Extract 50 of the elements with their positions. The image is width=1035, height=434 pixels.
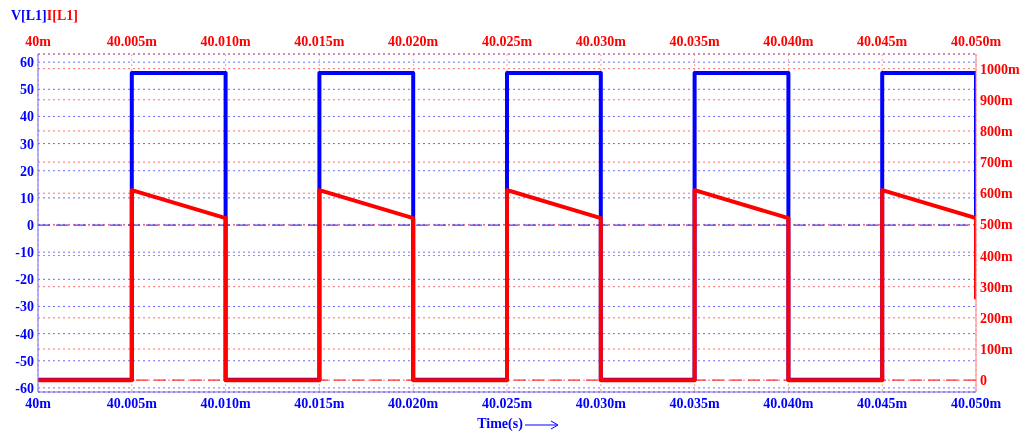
y-tick-label: -60 — [15, 380, 34, 396]
y2-tick-label: 200m — [980, 310, 1013, 326]
x-tick-label: 40.025m — [481, 395, 533, 411]
x2-tick-label: 40.015m — [294, 34, 345, 49]
line-series — [38, 188, 976, 383]
x-tick-label: 40.020m — [388, 395, 439, 411]
x-axis-title: Time(s) — [477, 416, 523, 431]
x2-tick-label: 40.045m — [857, 34, 908, 49]
y-tick-label: 20 — [20, 163, 34, 179]
y2-tick-label: 900m — [980, 92, 1013, 108]
x2-tick-label: 40.025m — [481, 34, 533, 49]
x2-tick-label: 40.020m — [388, 34, 439, 49]
x-tick-label: 40.035m — [669, 395, 721, 411]
x-tick-label: 40.045m — [857, 395, 908, 411]
text: V[L1] — [11, 8, 47, 23]
x2-tick-label: 40.030m — [575, 34, 627, 49]
y2-tick-label: 100m — [980, 341, 1013, 357]
x2-tick-label: 40.005m — [106, 34, 158, 49]
y2-tick-label: 500m — [980, 217, 1013, 233]
y2-tick-label: 400m — [980, 248, 1013, 264]
y2-tick-label: 700m — [980, 155, 1013, 171]
y-tick-label: 40 — [20, 109, 34, 125]
x-tick-label: 40.040m — [763, 395, 814, 411]
x-tick-label: 40.010m — [200, 395, 252, 411]
x-tick-label: 40.030m — [575, 395, 627, 411]
y-tick-label: -30 — [15, 299, 34, 315]
y2-tick-label: 600m — [980, 186, 1013, 202]
y-tick-label: 0 — [27, 218, 34, 234]
y2-tick-label: 1000m — [980, 61, 1020, 77]
y2-tick-label: 300m — [980, 279, 1013, 295]
x2-tick-label: 40.035m — [669, 34, 721, 49]
x2-tick-label: 40.010m — [200, 34, 252, 49]
y-tick-label: 30 — [20, 136, 34, 152]
x2-tick-label: 40m — [25, 34, 52, 49]
y-tick-label: -50 — [15, 353, 34, 369]
y-tick-label: 60 — [20, 55, 34, 71]
y-tick-label: -20 — [15, 272, 34, 288]
x-tick-label: 40.015m — [294, 395, 345, 411]
text: I[L1] — [46, 8, 78, 23]
y-tick-label: 10 — [20, 190, 34, 206]
x-tick-label: 40.005m — [106, 395, 158, 411]
y-tick-label: 50 — [20, 82, 34, 98]
x-tick-label: 40.050m — [950, 395, 1002, 411]
y-tick-label: -10 — [15, 245, 34, 261]
y2-tick-label: 800m — [980, 123, 1013, 139]
y-tick-label: -40 — [15, 326, 34, 342]
y2-tick-label: 0 — [980, 373, 987, 389]
x-tick-label: 40m — [25, 395, 52, 411]
x2-tick-label: 40.050m — [950, 34, 1002, 49]
x2-tick-label: 40.040m — [763, 34, 814, 49]
